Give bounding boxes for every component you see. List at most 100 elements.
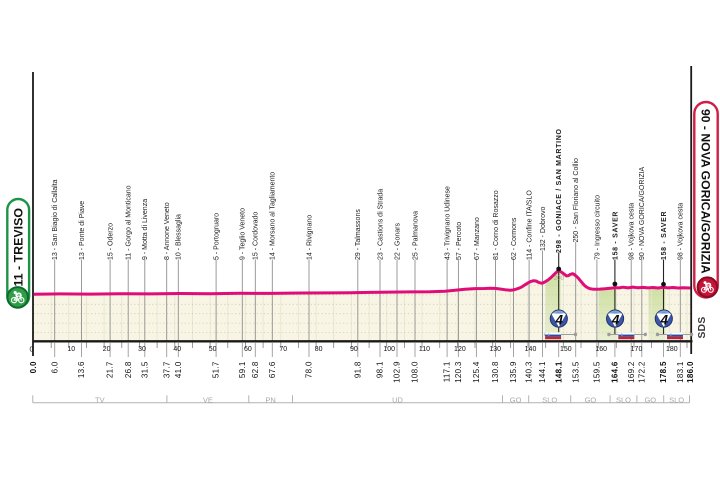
- svg-text:60: 60: [244, 346, 252, 353]
- svg-text:135.9: 135.9: [509, 361, 518, 383]
- svg-text:22 - Gonars: 22 - Gonars: [394, 223, 401, 260]
- svg-text:25 - Palmanova: 25 - Palmanova: [412, 211, 419, 260]
- svg-text:132 - Dobrovo: 132 - Dobrovo: [540, 207, 547, 251]
- svg-text:148.1: 148.1: [554, 361, 563, 383]
- svg-text:140.3: 140.3: [525, 361, 534, 383]
- svg-text:10 - Blessaglia: 10 - Blessaglia: [176, 214, 183, 260]
- svg-text:114 - Confine ITA/SLO: 114 - Confine ITA/SLO: [527, 190, 534, 260]
- svg-text:164.6: 164.6: [611, 361, 620, 383]
- svg-text:SLO: SLO: [542, 395, 557, 404]
- svg-text:160: 160: [595, 346, 607, 353]
- svg-text:98 - Vojkova cesta: 98 - Vojkova cesta: [678, 203, 685, 260]
- svg-text:59.1: 59.1: [238, 361, 247, 378]
- svg-text:13.6: 13.6: [77, 361, 86, 378]
- svg-text:98 - Vojkova cesta: 98 - Vojkova cesta: [629, 203, 636, 260]
- svg-text:21.7: 21.7: [106, 361, 115, 378]
- svg-text:57 - Percoto: 57 - Percoto: [456, 222, 463, 260]
- svg-text:8 - Annone Veneto: 8 - Annone Veneto: [164, 202, 171, 260]
- svg-text:14 - Rivignano: 14 - Rivignano: [306, 215, 313, 260]
- svg-text:0.0: 0.0: [29, 361, 38, 373]
- svg-text:UD: UD: [392, 395, 403, 404]
- svg-text:30: 30: [138, 346, 146, 353]
- svg-text:GO: GO: [585, 395, 597, 404]
- svg-text:169.2: 169.2: [627, 361, 636, 383]
- svg-text:14 - Morsano al Tagliamento: 14 - Morsano al Tagliamento: [270, 172, 277, 260]
- svg-text:70: 70: [279, 346, 287, 353]
- svg-text:102.9: 102.9: [393, 361, 402, 383]
- svg-text:90 - NOVA GORICA/GORIZIA: 90 - NOVA GORICA/GORIZIA: [639, 166, 646, 260]
- svg-text:78.0: 78.0: [305, 361, 314, 378]
- svg-text:178.5: 178.5: [659, 361, 668, 383]
- svg-text:100: 100: [383, 346, 395, 353]
- svg-text:170: 170: [631, 346, 643, 353]
- svg-text:186.0: 186.0: [686, 361, 695, 383]
- svg-text:PN: PN: [265, 395, 275, 404]
- svg-text:43 - Trivignano Udinese: 43 - Trivignano Udinese: [445, 186, 452, 260]
- svg-text:81 - Corno di Rosazzo: 81 - Corno di Rosazzo: [493, 190, 500, 260]
- svg-text:29 - Talmassons: 29 - Talmassons: [355, 209, 362, 260]
- svg-text:GO: GO: [644, 395, 656, 404]
- svg-text:VE: VE: [203, 395, 213, 404]
- svg-text:5 - Portogruaro: 5 - Portogruaro: [214, 213, 221, 260]
- svg-text:90: 90: [350, 346, 358, 353]
- svg-text:50: 50: [209, 346, 217, 353]
- svg-text:11 - TREVISO: 11 - TREVISO: [12, 208, 26, 287]
- svg-text:15 - Cordovado: 15 - Cordovado: [253, 212, 260, 260]
- svg-text:172.2: 172.2: [637, 361, 646, 383]
- svg-text:40: 40: [173, 346, 181, 353]
- svg-text:250 - San Floriano al Collio: 250 - San Floriano al Collio: [573, 158, 580, 243]
- svg-text:98.1: 98.1: [376, 361, 385, 378]
- svg-text:0: 0: [29, 346, 33, 353]
- svg-text:51.7: 51.7: [212, 361, 221, 378]
- svg-text:158 - SAVER: 158 - SAVER: [612, 211, 619, 260]
- svg-text:91.8: 91.8: [353, 361, 362, 378]
- svg-text:183.1: 183.1: [676, 361, 685, 383]
- svg-text:90 - NOVA GORICA/GORIZIA: 90 - NOVA GORICA/GORIZIA: [699, 109, 713, 274]
- svg-text:298 - GONIACE / SAN MARTINO: 298 - GONIACE / SAN MARTINO: [556, 128, 563, 253]
- svg-text:9 - Teglio Veneto: 9 - Teglio Veneto: [240, 208, 247, 260]
- svg-text:153.5: 153.5: [571, 361, 580, 383]
- svg-text:140: 140: [525, 346, 537, 353]
- svg-text:120: 120: [454, 346, 466, 353]
- svg-text:SLO: SLO: [669, 395, 684, 404]
- svg-text:37.7: 37.7: [162, 361, 171, 378]
- svg-text:120.3: 120.3: [454, 361, 463, 383]
- svg-text:26.8: 26.8: [124, 361, 133, 378]
- svg-text:67.6: 67.6: [268, 361, 277, 378]
- svg-text:6.0: 6.0: [50, 361, 59, 373]
- svg-text:11 - Gorgo al Monticano: 11 - Gorgo al Monticano: [126, 185, 133, 260]
- svg-text:SLO: SLO: [616, 395, 631, 404]
- svg-text:80: 80: [315, 346, 323, 353]
- svg-text:108.0: 108.0: [411, 361, 420, 383]
- svg-text:180: 180: [666, 346, 678, 353]
- svg-text:62.8: 62.8: [251, 361, 260, 378]
- svg-text:144.1: 144.1: [538, 361, 547, 383]
- svg-text:62 - Cormons: 62 - Cormons: [511, 217, 518, 260]
- svg-text:110: 110: [419, 346, 430, 353]
- svg-text:GO: GO: [510, 395, 522, 404]
- svg-text:23 - Castions di Strada: 23 - Castions di Strada: [377, 189, 384, 260]
- svg-text:13 - Ponte di Piave: 13 - Ponte di Piave: [79, 201, 86, 260]
- svg-text:4: 4: [555, 313, 564, 328]
- svg-text:130.8: 130.8: [491, 361, 500, 383]
- svg-text:TV: TV: [95, 395, 105, 404]
- svg-text:9 - Motta di Livenza: 9 - Motta di Livenza: [142, 199, 149, 260]
- svg-text:31.5: 31.5: [140, 361, 149, 378]
- svg-text:125.4: 125.4: [472, 361, 481, 383]
- svg-text:4: 4: [660, 313, 669, 328]
- svg-text:158 - SAVER: 158 - SAVER: [661, 211, 668, 260]
- svg-text:200: 200: [554, 276, 565, 282]
- svg-text:13 - San Biagio di Callalta: 13 - San Biagio di Callalta: [52, 179, 59, 260]
- svg-text:150: 150: [560, 346, 572, 353]
- svg-text:15 - Oderzo: 15 - Oderzo: [107, 223, 114, 260]
- svg-text:4: 4: [611, 313, 620, 328]
- svg-text:SDS: SDS: [697, 316, 708, 338]
- svg-text:130: 130: [489, 346, 501, 353]
- svg-text:67 - Manzano: 67 - Manzano: [474, 217, 481, 260]
- svg-text:20: 20: [103, 346, 111, 353]
- svg-text:41.0: 41.0: [174, 361, 183, 378]
- svg-text:117.1: 117.1: [443, 361, 452, 382]
- svg-text:10: 10: [67, 346, 75, 353]
- svg-text:159.5: 159.5: [593, 361, 602, 383]
- svg-text:79 - Ingresso circuito: 79 - Ingresso circuito: [594, 195, 601, 260]
